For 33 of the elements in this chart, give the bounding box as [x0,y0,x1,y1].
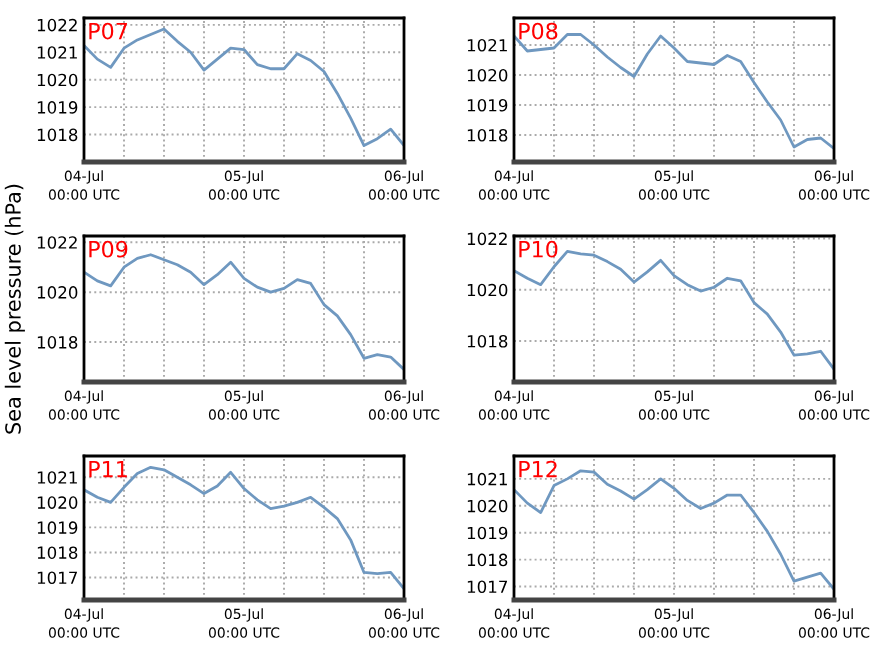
y-tick-label: 1019 [467,526,508,540]
y-tick-label: 1022 [37,18,77,32]
annotation: P09 [89,240,128,258]
y-tick-label: 1021 [37,46,77,59]
annotation: P10 [519,240,558,258]
y-tick-label: 1022 [467,232,507,246]
y-tick-label: 1020 [467,283,508,297]
annotation: P11 [89,461,127,478]
y-tick-label: 1018 [37,546,78,559]
annotation: P12 [519,460,557,478]
y-tick-label: 1021 [467,38,507,52]
y-tick-label: 1019 [37,101,78,114]
y-tick-label: 1022 [37,236,77,249]
y-tick-label: 1017 [467,580,508,594]
y-axis-title: Sea level pressure (hPa) [4,184,25,434]
y-tick-label: 1019 [37,521,78,534]
y-tick-label: 1018 [467,334,508,348]
y-tick-label: 1017 [37,571,78,585]
y-tick-label: 1018 [37,128,78,142]
y-tick-label: 1020 [467,68,508,82]
y-tick-label: 1020 [37,496,78,509]
y-tick-label: 1018 [37,336,78,349]
y-tick-label: 1020 [37,73,78,87]
annotation: P08 [519,22,558,40]
y-tick-label: 1021 [37,471,77,484]
y-tick-label: 1019 [467,98,508,112]
y-tick-label: 1018 [467,553,508,567]
y-tick-label: 1018 [467,128,508,142]
line-series [84,465,404,591]
y-tick-label: 1021 [467,472,507,486]
y-tick-label: 1020 [467,499,508,513]
y-tick-label: 1020 [37,286,78,299]
annotation: P07 [89,22,127,40]
